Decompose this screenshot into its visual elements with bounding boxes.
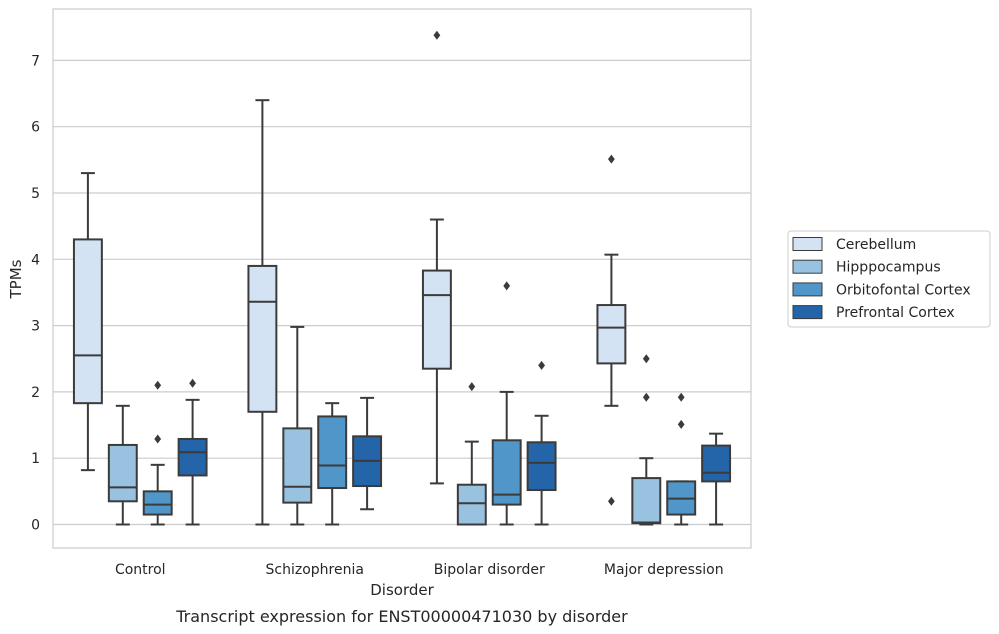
iqr-box [701, 444, 732, 483]
y-tick-label: 5 [31, 186, 40, 202]
y-tick-label: 2 [31, 385, 40, 401]
box-hipppocampus [107, 404, 138, 526]
box-cerebellum [247, 99, 278, 526]
legend-label: Prefrontal Cortex [836, 305, 955, 321]
legend-label: Orbitofontal Cortex [836, 282, 971, 298]
outlier-point [642, 392, 650, 402]
outlier-point [642, 354, 650, 364]
box-orbitofontal-cortex [142, 380, 173, 526]
y-tick-label: 7 [31, 53, 40, 69]
x-tick-label: Control [115, 562, 166, 578]
x-tick-labels: Control Schizophrenia Bipolar disorder Majo… [115, 562, 724, 578]
box-cerebellum [596, 154, 627, 506]
x-tick-label: Major depression [604, 562, 724, 578]
outlier-point [154, 380, 162, 390]
box-hipppocampus [282, 325, 313, 526]
iqr-box [596, 304, 627, 365]
y-tick-label: 3 [31, 319, 40, 335]
y-tick-label: 1 [31, 451, 40, 467]
boxes [72, 30, 732, 526]
y-tick-label: 0 [31, 518, 40, 534]
iqr-box [177, 437, 208, 477]
box-prefrontal-cortex [701, 432, 732, 526]
box-orbitofontal-cortex [317, 402, 348, 526]
y-axis-label: TPMs [7, 259, 25, 299]
iqr-box [282, 427, 313, 504]
legend-swatch [792, 259, 823, 274]
iqr-box [247, 264, 278, 413]
outlier-point [468, 382, 476, 392]
legend-label: Hipppocampus [836, 260, 941, 276]
box-orbitofontal-cortex [666, 392, 697, 526]
iqr-box [631, 477, 662, 525]
outlier-point [189, 378, 196, 388]
x-tick-label: Bipolar disorder [434, 562, 545, 578]
box-hipppocampus [456, 382, 487, 526]
iqr-box [72, 238, 103, 405]
legend-swatch [792, 282, 823, 297]
y-tick-label: 6 [31, 120, 40, 136]
outlier-point [608, 154, 615, 164]
box-prefrontal-cortex [526, 360, 557, 526]
x-tick-label: Schizophrenia [266, 562, 364, 578]
y-tick-labels: 0 1 2 3 4 5 6 7 [31, 53, 40, 533]
outlier-point [433, 30, 441, 40]
box-prefrontal-cortex [352, 396, 383, 511]
outlier-point [608, 496, 615, 506]
legend: Cerebellum Hipppocampus Orbitofontal Corte… [787, 230, 991, 328]
iqr-box [421, 269, 452, 370]
chart-caption: Transcript expression for ENST0000047103… [175, 607, 628, 626]
iqr-box [317, 415, 348, 490]
y-tick-label: 4 [31, 252, 40, 268]
box-hipppocampus [631, 354, 662, 526]
legend-frame [787, 230, 991, 328]
plot-area-frame [52, 8, 752, 549]
gridlines [53, 59, 751, 526]
box-prefrontal-cortex [177, 378, 208, 526]
outlier-point [503, 281, 511, 291]
box-orbitofontal-cortex [491, 281, 522, 526]
legend-swatch [792, 305, 823, 320]
iqr-box [456, 483, 487, 526]
x-axis-label: Disorder [370, 581, 434, 599]
outlier-point [154, 434, 162, 444]
box-cerebellum [421, 30, 452, 485]
box-cerebellum [72, 172, 103, 472]
iqr-box [142, 490, 173, 516]
iqr-box [526, 441, 557, 492]
legend-swatch [792, 237, 823, 251]
legend-label: Cerebellum [836, 237, 916, 253]
outlier-point [677, 392, 685, 402]
iqr-box [107, 443, 138, 503]
outlier-point [538, 360, 545, 370]
outlier-point [677, 419, 685, 429]
